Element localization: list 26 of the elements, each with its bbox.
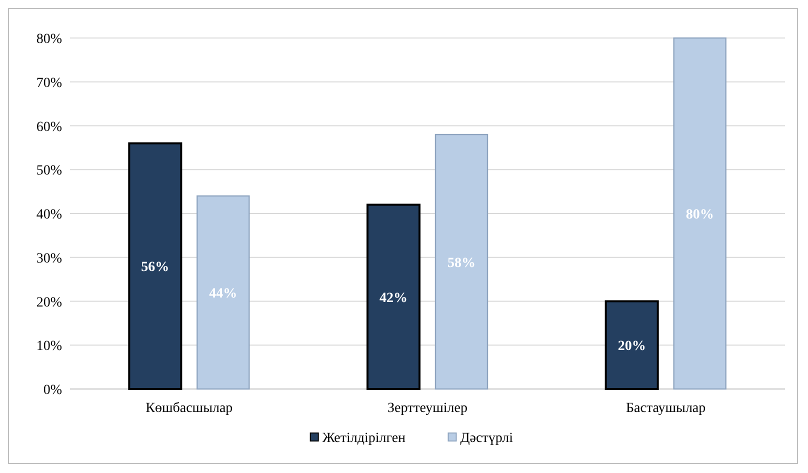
- data-label: 58%: [448, 256, 476, 271]
- bar: [604, 300, 659, 390]
- x-tick-label: Зерттеушілер: [387, 401, 468, 416]
- y-tick-label: 20%: [36, 295, 62, 310]
- y-tick-label: 80%: [36, 32, 62, 47]
- y-tick-label: 10%: [36, 339, 62, 354]
- data-label: 42%: [380, 290, 408, 306]
- bar: [196, 195, 250, 390]
- bar: [366, 204, 420, 390]
- y-tick-label: 70%: [36, 76, 62, 91]
- y-tick-label: 60%: [36, 120, 62, 135]
- data-label: 56%: [141, 260, 170, 276]
- x-tick-label: Көшбасшылар: [146, 401, 233, 416]
- data-label: 80%: [686, 208, 714, 222]
- data-label: 44%: [209, 286, 238, 302]
- x-tick-label: Бастаушылар: [626, 401, 706, 416]
- bar: [128, 142, 182, 390]
- y-tick-label: 40%: [36, 208, 62, 222]
- legend-label: Жетілдірілген: [322, 431, 406, 446]
- y-tick-label: 50%: [36, 164, 62, 179]
- data-label: 20%: [618, 339, 646, 354]
- y-tick-label: 30%: [36, 251, 62, 266]
- bar: [673, 37, 726, 390]
- legend-label: Дәстүрлі: [460, 431, 514, 446]
- bar: [434, 134, 488, 390]
- y-tick-label: 0%: [43, 383, 62, 398]
